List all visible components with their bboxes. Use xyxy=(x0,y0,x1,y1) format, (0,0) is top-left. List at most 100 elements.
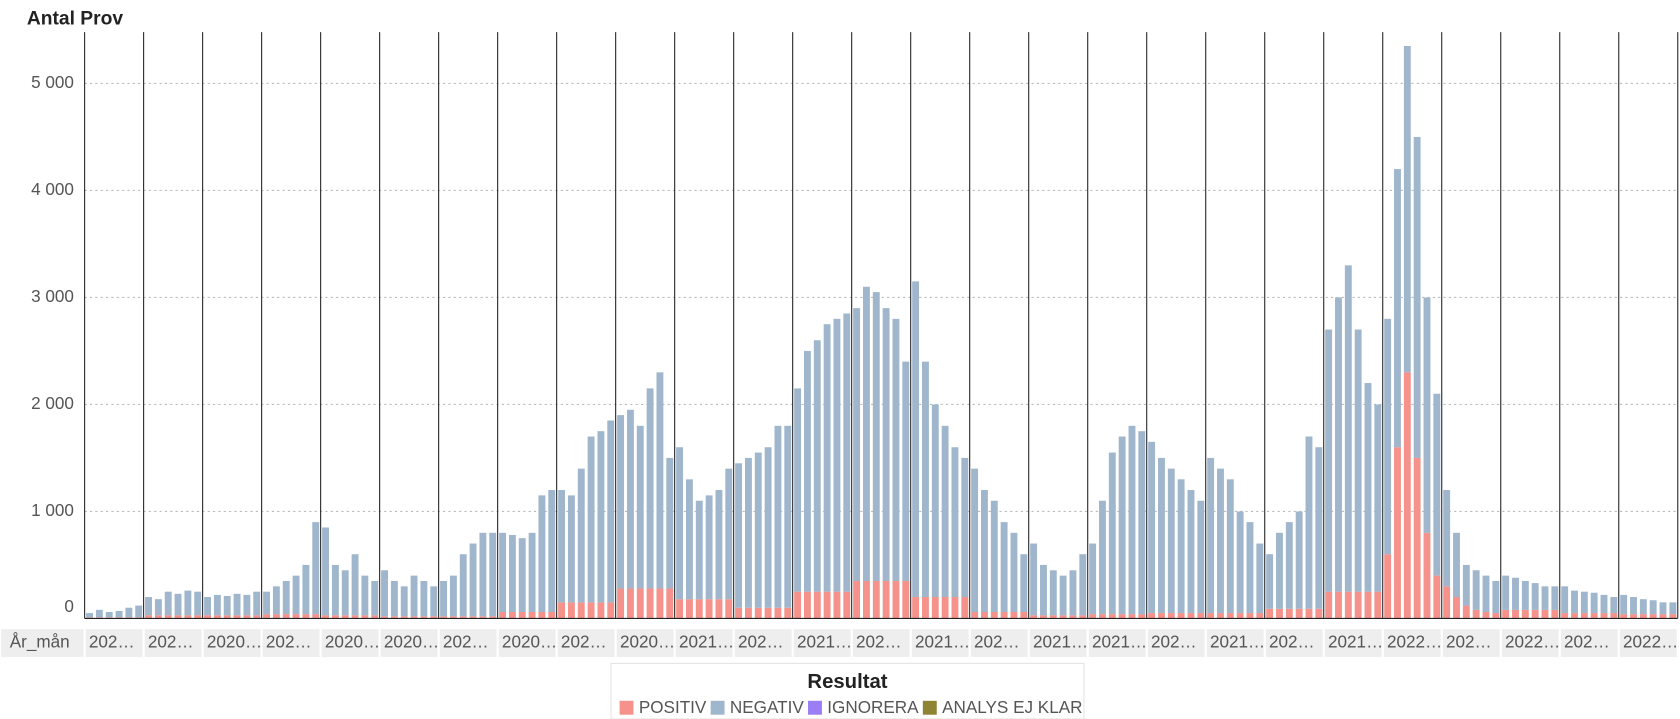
bar-segment xyxy=(331,615,339,619)
bar-segment xyxy=(420,616,428,619)
bar-segment xyxy=(223,595,231,616)
bar-segment xyxy=(1000,612,1008,619)
bar-segment xyxy=(961,597,969,619)
bar-segment xyxy=(1344,265,1352,592)
x-tick-label: 2021… xyxy=(1328,633,1383,652)
bar-segment xyxy=(1010,532,1018,613)
bar-segment xyxy=(263,591,270,615)
bar-segment xyxy=(1620,594,1628,615)
bar-segment xyxy=(371,615,379,619)
bar-segment xyxy=(1207,457,1215,614)
bar-segment xyxy=(1197,500,1205,614)
bar-segment xyxy=(1620,614,1628,619)
bar-segment xyxy=(263,614,270,619)
bar-segment xyxy=(774,607,782,619)
bar-segment xyxy=(902,580,910,619)
bar-segment xyxy=(1531,609,1539,619)
bar-segment xyxy=(86,613,93,618)
bar-segment xyxy=(685,479,693,600)
bar-segment xyxy=(1118,436,1126,615)
bar-segment xyxy=(538,495,546,613)
bar-segment xyxy=(528,532,536,613)
bar-segment xyxy=(636,425,644,589)
bar-segment xyxy=(1276,532,1283,609)
x-tick-label: 2021… xyxy=(1092,633,1147,652)
bar-segment xyxy=(971,612,979,619)
x-tick-label: 202… xyxy=(443,633,489,652)
bar-segment xyxy=(499,532,507,613)
bar-segment xyxy=(1394,447,1401,619)
bar-segment xyxy=(440,580,448,617)
x-tick-label: 2020… xyxy=(325,633,380,652)
bar-segment xyxy=(1315,447,1323,609)
bar-segment xyxy=(154,615,162,619)
bar-segment xyxy=(1649,614,1657,619)
bar-segment xyxy=(1403,372,1411,619)
legend-swatch xyxy=(619,700,634,715)
x-tick-label: 2021… xyxy=(1210,633,1265,652)
bar-segment xyxy=(843,313,851,592)
bar-segment xyxy=(1128,614,1136,619)
bar-segment xyxy=(1423,532,1431,619)
bar-segment xyxy=(154,599,162,616)
bar-segment xyxy=(872,580,880,619)
bar-segment xyxy=(784,607,792,619)
bar-segment xyxy=(194,591,202,616)
bar-segment xyxy=(1295,511,1303,609)
bar-segment xyxy=(1217,613,1224,619)
y-tick-label: 0 xyxy=(64,597,74,616)
bar-segment xyxy=(1207,613,1215,619)
bar-segment xyxy=(174,615,182,619)
bar-segment xyxy=(892,318,900,581)
bar-segment xyxy=(1561,613,1569,619)
bar-segment xyxy=(95,609,103,618)
bar-segment xyxy=(902,361,910,581)
bar-segment xyxy=(961,457,969,598)
bar-segment xyxy=(469,543,477,617)
legend-label: IGNORERA xyxy=(827,698,919,717)
bar-segment xyxy=(626,409,634,589)
bar-segment xyxy=(243,594,251,616)
bar-segment xyxy=(1600,594,1608,614)
x-axis-label: År_mån xyxy=(10,633,70,652)
bar-segment xyxy=(1630,614,1637,619)
bar-segment xyxy=(981,490,988,613)
legend-swatch xyxy=(710,700,725,715)
bar-segment xyxy=(164,591,172,616)
bar-segment xyxy=(410,616,418,619)
bar-segment xyxy=(420,580,428,617)
bar-segment xyxy=(390,616,398,619)
bar-segment xyxy=(1020,554,1028,613)
x-tick-label: 202… xyxy=(856,633,902,652)
bar-segment xyxy=(1246,522,1254,614)
bar-segment xyxy=(1315,608,1323,619)
x-tick-label: 202… xyxy=(1269,633,1315,652)
bar-segment xyxy=(253,615,261,619)
bar-segment xyxy=(931,597,939,619)
bar-segment xyxy=(636,588,644,619)
bar-segment xyxy=(882,308,890,581)
bar-segment xyxy=(508,612,516,619)
bar-segment xyxy=(646,588,654,619)
bar-segment xyxy=(715,490,723,600)
legend-box xyxy=(610,662,1085,719)
bar-segment xyxy=(1600,613,1608,619)
chart-title: Antal Prov xyxy=(27,8,124,29)
bar-segment xyxy=(184,615,192,619)
bar-segment xyxy=(1148,441,1156,614)
bar-segment xyxy=(1394,169,1401,448)
bar-segment xyxy=(597,431,605,603)
bar-segment xyxy=(1276,608,1283,619)
bar-segment xyxy=(1079,554,1087,616)
bar-segment xyxy=(1590,592,1598,614)
bar-segment xyxy=(981,612,988,619)
bar-segment xyxy=(764,447,772,608)
bar-segment xyxy=(381,616,389,619)
bar-segment xyxy=(1177,479,1185,614)
bar-segment xyxy=(135,605,143,618)
bar-segment xyxy=(341,570,349,616)
bar-segment xyxy=(1443,586,1451,619)
bar-segment xyxy=(823,324,831,592)
bar-segment xyxy=(105,612,113,618)
